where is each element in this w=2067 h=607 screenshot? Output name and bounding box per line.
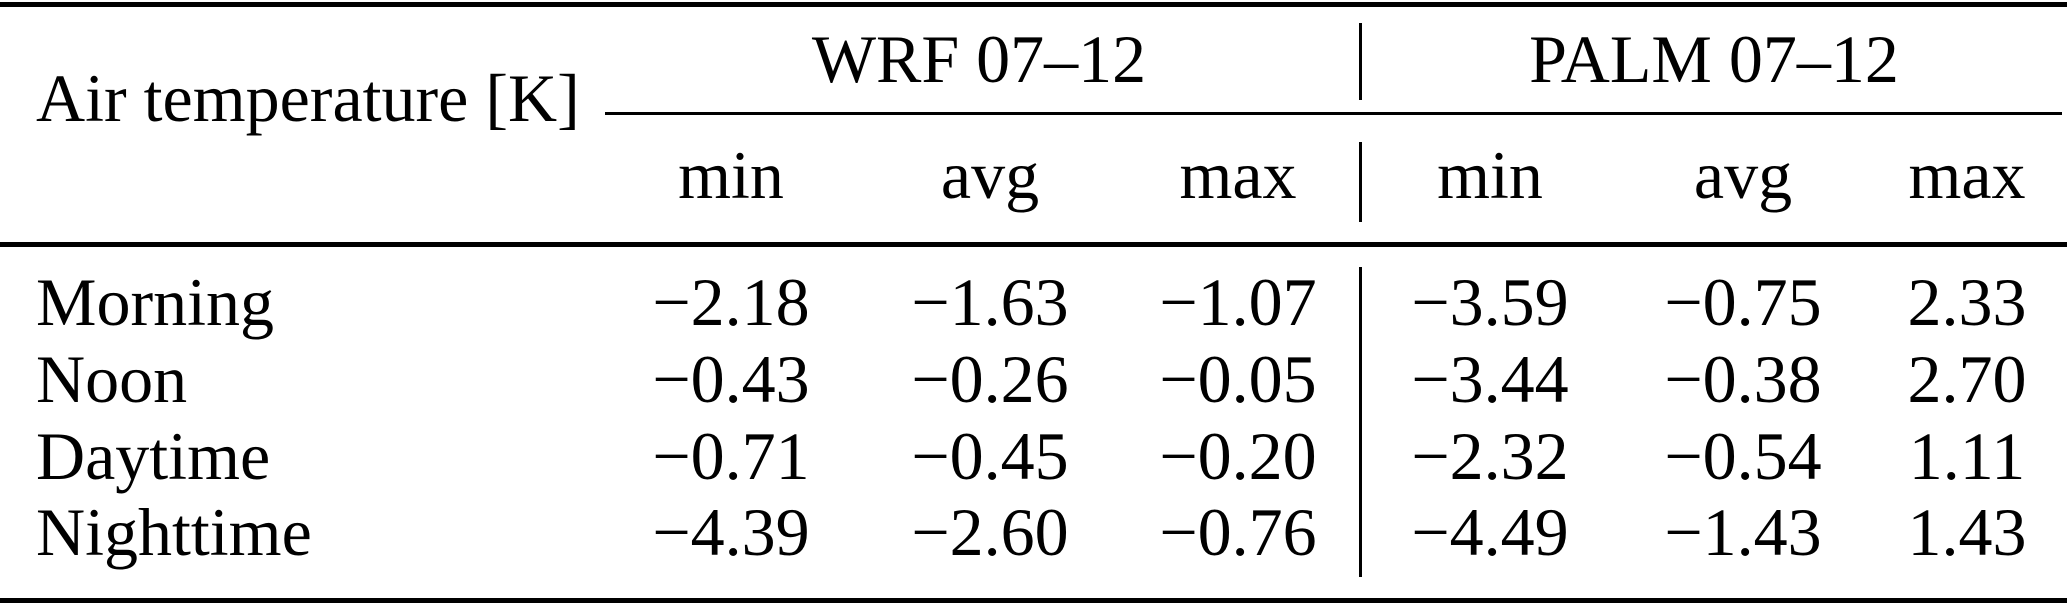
cell-value: −0.43 bbox=[652, 341, 810, 417]
row-label-nighttime: Nighttime bbox=[36, 494, 312, 570]
column-header-palm-avg: avg bbox=[1693, 137, 1793, 213]
column-header-wrf-avg: avg bbox=[940, 137, 1040, 213]
row-label-morning: Morning bbox=[36, 264, 274, 340]
column-header-palm-min: min bbox=[1437, 137, 1543, 213]
cell-value: −0.05 bbox=[1159, 341, 1317, 417]
cell-value: −0.38 bbox=[1664, 341, 1822, 417]
cell-value: −0.76 bbox=[1159, 494, 1317, 570]
cell-value: −2.32 bbox=[1411, 418, 1569, 494]
row-dimension-label: Air temperature [K] bbox=[36, 60, 580, 136]
cell-value: −1.63 bbox=[911, 264, 1069, 340]
cell-value: −0.75 bbox=[1664, 264, 1822, 340]
column-header-palm-max: max bbox=[1908, 137, 2026, 213]
header-body-rule bbox=[0, 242, 2067, 247]
group-header-wrf: WRF 07–12 bbox=[811, 21, 1147, 97]
cell-value: −3.44 bbox=[1411, 341, 1569, 417]
cell-value: −0.54 bbox=[1664, 418, 1822, 494]
cell-value: −1.43 bbox=[1664, 494, 1822, 570]
column-header-wrf-max: max bbox=[1179, 137, 1297, 213]
group-divider-line-body bbox=[1359, 267, 1362, 577]
cell-value: −3.59 bbox=[1411, 264, 1569, 340]
cell-value: −2.18 bbox=[652, 264, 810, 340]
column-header-wrf-min: min bbox=[678, 137, 784, 213]
cell-value: −4.39 bbox=[652, 494, 810, 570]
cell-value: 1.43 bbox=[1907, 494, 2027, 570]
row-label-noon: Noon bbox=[36, 341, 188, 417]
cell-value: −0.20 bbox=[1159, 418, 1317, 494]
cell-value: 1.11 bbox=[1908, 418, 2026, 494]
group-divider-line-header bbox=[1359, 23, 1362, 100]
cell-value: −4.49 bbox=[1411, 494, 1569, 570]
cell-value: 2.70 bbox=[1907, 341, 2027, 417]
row-label-daytime: Daytime bbox=[36, 418, 271, 494]
cell-value: −0.45 bbox=[911, 418, 1069, 494]
bottom-rule bbox=[0, 598, 2067, 603]
cell-value: −2.60 bbox=[911, 494, 1069, 570]
cell-value: −0.26 bbox=[911, 341, 1069, 417]
top-rule bbox=[0, 2, 2067, 7]
cell-value: 2.33 bbox=[1907, 264, 2027, 340]
cell-value: −1.07 bbox=[1159, 264, 1317, 340]
group-header-underline bbox=[605, 112, 2062, 115]
group-divider-line-subheader bbox=[1359, 142, 1362, 222]
group-header-palm: PALM 07–12 bbox=[1529, 21, 1899, 97]
cell-value: −0.71 bbox=[652, 418, 810, 494]
